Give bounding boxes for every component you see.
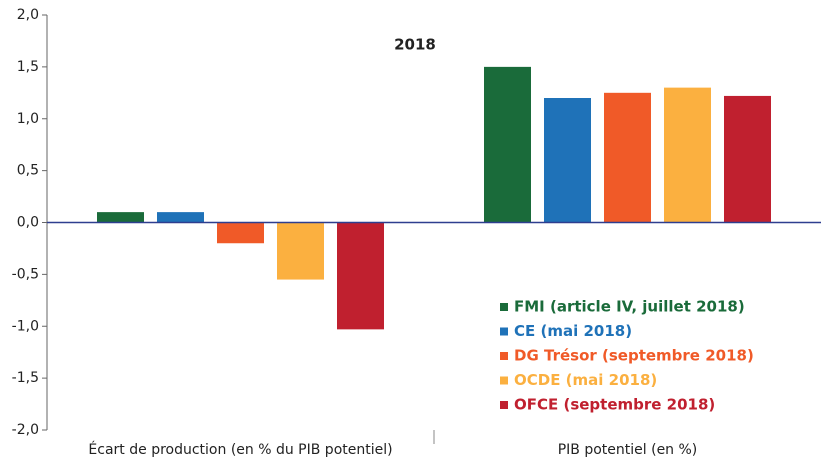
chart-title: 2018: [394, 36, 436, 54]
x-tick-label: PIB potentiel (en %): [558, 442, 698, 458]
y-tick-label: -0,5: [12, 266, 39, 282]
y-tick-label: 2,0: [17, 7, 39, 23]
bar: [544, 98, 591, 223]
legend-marker: [500, 327, 508, 336]
legend-label: CE (mai 2018): [514, 322, 632, 340]
y-tick-label: -2,0: [12, 422, 39, 438]
legend-label: FMI (article IV, juillet 2018): [514, 298, 745, 316]
legend-marker: [500, 352, 508, 360]
bar: [724, 95, 771, 223]
legend-label: DG Trésor (septembre 2018): [514, 347, 754, 365]
legend-label: OFCE (septembre 2018): [514, 396, 715, 414]
y-tick-label: 1,5: [17, 59, 39, 75]
y-tick-label: -1,0: [12, 318, 39, 334]
legend-marker: [500, 376, 508, 385]
bar: [217, 222, 264, 244]
bar: [484, 66, 531, 223]
bar: [337, 222, 384, 330]
y-tick-label: 1,0: [17, 111, 39, 127]
y-tick-label: -1,5: [12, 370, 39, 386]
bar: [277, 222, 324, 280]
legend-label: OCDE (mai 2018): [514, 371, 657, 389]
bar: [97, 212, 144, 223]
bar: [664, 87, 711, 223]
y-tick-label: 0,5: [17, 163, 39, 179]
y-tick-label: 0,0: [17, 215, 39, 231]
legend-marker: [500, 303, 508, 311]
legend-marker: [500, 401, 508, 409]
bar: [604, 92, 651, 223]
bar: [157, 212, 204, 223]
x-tick-label: Écart de production (en % du PIB potenti…: [88, 441, 392, 458]
